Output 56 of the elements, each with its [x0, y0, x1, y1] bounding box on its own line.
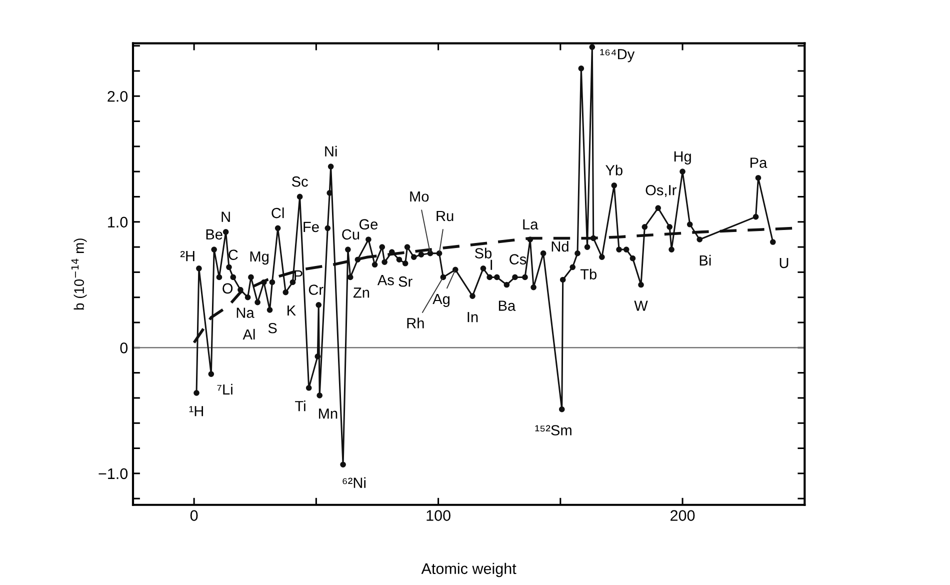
annotation: Pa: [750, 158, 768, 168]
y-tick-label: 0: [120, 342, 128, 354]
annotation: As: [377, 275, 394, 286]
annotation: Tb: [580, 268, 597, 280]
annotation: ¹⁵²Sm: [535, 425, 572, 436]
x-axis-title: Atomic weight: [421, 562, 516, 578]
annotation: O: [222, 283, 233, 294]
annotation: Fe: [304, 222, 319, 232]
annotation: Sb: [474, 248, 492, 258]
annotation: In: [468, 312, 478, 322]
x-tick-label: 0: [190, 510, 198, 521]
annotation: P: [294, 270, 302, 280]
y-tick-label: 1.0: [108, 216, 128, 228]
annotation: ¹H: [189, 406, 204, 416]
x-tick-label: 100: [426, 510, 450, 521]
annotation: Ge: [359, 219, 378, 230]
annotation: Ag: [432, 294, 450, 308]
annotation: Ni: [325, 146, 337, 156]
annotation: Be: [206, 229, 222, 240]
annotation: Yb: [606, 164, 622, 176]
annotation: ⁶²Ni: [342, 477, 366, 488]
annotation: K: [288, 305, 296, 316]
annotation: Mn: [319, 408, 338, 419]
annotation: Cr: [308, 284, 324, 295]
annotation: Ti: [295, 400, 306, 412]
annotation: Cs: [510, 254, 526, 264]
annotation: Os,Ir: [646, 184, 676, 198]
annotation: ¹⁶⁴Dy: [600, 49, 635, 62]
y-axis-title: b (10$^{−14}$ m): [71, 238, 87, 310]
y-tick-label: 2.0: [108, 90, 128, 102]
annotation: Al: [242, 328, 255, 340]
annotation: Bi: [700, 254, 711, 266]
annotation: U: [780, 258, 788, 268]
annotation: Nd: [552, 240, 568, 252]
annotation: Ba: [498, 300, 516, 311]
x-tick-label: 200: [670, 510, 695, 521]
annotation: Sc: [292, 176, 308, 187]
annotation: La: [523, 219, 538, 230]
annotation: Zn: [353, 288, 370, 298]
annotation: ²H: [180, 250, 194, 262]
annotation: S: [268, 322, 277, 334]
annotation: Mg: [250, 252, 268, 265]
annotation: I: [490, 260, 492, 270]
annotation: N: [222, 212, 230, 222]
annotation: Sr: [398, 276, 412, 287]
annotation: Cl: [272, 207, 284, 218]
annotation: W: [634, 300, 648, 311]
annotation: Hg: [674, 151, 691, 164]
annotation: Ru: [436, 210, 454, 222]
annotation: Na: [236, 308, 254, 318]
annotation: ⁷Li: [217, 384, 232, 394]
annotation: Rh: [407, 318, 424, 328]
annotation: Mo: [410, 192, 429, 202]
annotation: C: [228, 250, 238, 260]
annotation: Cu: [342, 229, 360, 240]
y-tick-label: −1.0: [98, 468, 128, 480]
